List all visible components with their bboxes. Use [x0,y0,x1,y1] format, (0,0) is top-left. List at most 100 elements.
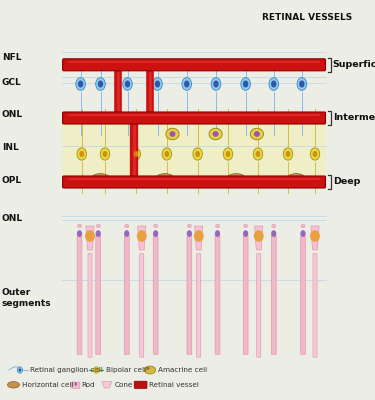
Ellipse shape [194,230,204,242]
Ellipse shape [269,78,279,90]
FancyBboxPatch shape [301,236,306,354]
Ellipse shape [77,224,82,228]
Ellipse shape [250,128,264,140]
Text: Horizontal cell: Horizontal cell [22,382,73,388]
Ellipse shape [124,230,129,237]
Ellipse shape [243,80,248,88]
Polygon shape [255,226,263,250]
Polygon shape [311,226,319,250]
Text: Amacrine cell: Amacrine cell [158,367,207,373]
Ellipse shape [193,148,202,160]
Ellipse shape [165,151,169,157]
Ellipse shape [8,382,20,388]
Text: ONL: ONL [2,214,23,223]
Ellipse shape [227,174,245,182]
Ellipse shape [244,224,248,228]
Text: NFL: NFL [2,53,21,62]
FancyBboxPatch shape [215,236,220,354]
Ellipse shape [155,80,160,88]
Polygon shape [102,382,112,388]
Text: ONL: ONL [2,110,23,119]
Ellipse shape [153,78,162,90]
FancyBboxPatch shape [153,236,158,354]
Ellipse shape [187,230,192,237]
Ellipse shape [310,230,320,242]
Ellipse shape [144,366,156,374]
FancyBboxPatch shape [187,236,192,354]
Ellipse shape [287,174,305,182]
Ellipse shape [297,78,307,90]
Polygon shape [86,226,94,250]
Ellipse shape [131,148,141,160]
Text: Deep: Deep [333,178,360,186]
Ellipse shape [77,148,87,160]
FancyBboxPatch shape [140,254,144,357]
Polygon shape [138,226,146,250]
Text: Bipolar cell: Bipolar cell [106,367,146,373]
Ellipse shape [154,224,158,228]
Ellipse shape [85,230,95,242]
Ellipse shape [195,151,200,157]
Ellipse shape [100,148,110,160]
Bar [62,114,326,182]
Ellipse shape [18,368,21,372]
Ellipse shape [184,80,189,88]
Text: Rod: Rod [82,382,95,388]
Polygon shape [195,226,203,250]
Ellipse shape [213,80,219,88]
Ellipse shape [253,148,263,160]
Ellipse shape [226,151,230,157]
Ellipse shape [209,128,222,140]
Ellipse shape [301,224,305,228]
Text: OPL: OPL [2,176,22,185]
Ellipse shape [310,148,320,160]
Ellipse shape [125,80,130,88]
FancyBboxPatch shape [96,236,100,354]
Ellipse shape [123,78,132,90]
Ellipse shape [74,382,77,386]
Ellipse shape [78,80,83,88]
FancyBboxPatch shape [77,236,82,354]
Ellipse shape [134,151,138,157]
FancyBboxPatch shape [197,254,201,357]
Ellipse shape [300,230,306,237]
Text: Superficial: Superficial [333,60,375,69]
Ellipse shape [211,78,221,90]
Ellipse shape [271,230,276,237]
Text: Retinal ganglion cell: Retinal ganglion cell [30,367,103,373]
Ellipse shape [215,230,220,237]
Ellipse shape [95,368,98,372]
Ellipse shape [92,174,110,182]
Ellipse shape [96,224,100,228]
FancyBboxPatch shape [257,254,261,357]
FancyBboxPatch shape [313,254,317,357]
Ellipse shape [166,128,179,140]
Ellipse shape [182,78,192,90]
Text: Outer
segments: Outer segments [2,288,51,308]
Text: Intermediate: Intermediate [333,114,375,122]
FancyBboxPatch shape [124,236,129,354]
Ellipse shape [98,80,103,88]
FancyBboxPatch shape [243,236,248,354]
Text: RETINAL VESSELS: RETINAL VESSELS [262,14,352,22]
Ellipse shape [77,230,82,237]
Ellipse shape [254,230,264,242]
Ellipse shape [80,151,84,157]
Ellipse shape [271,80,276,88]
Ellipse shape [170,131,176,137]
FancyBboxPatch shape [63,112,326,124]
Text: Retinal vessel: Retinal vessel [149,382,199,388]
Ellipse shape [215,224,220,228]
Ellipse shape [137,230,147,242]
Ellipse shape [272,224,276,228]
Ellipse shape [213,131,219,137]
Text: INL: INL [2,144,19,152]
Ellipse shape [162,148,172,160]
Text: Cone: Cone [114,382,133,388]
Ellipse shape [153,230,158,237]
Ellipse shape [17,367,22,373]
Ellipse shape [156,174,174,182]
Ellipse shape [146,367,150,370]
Ellipse shape [96,78,105,90]
FancyBboxPatch shape [271,236,276,354]
